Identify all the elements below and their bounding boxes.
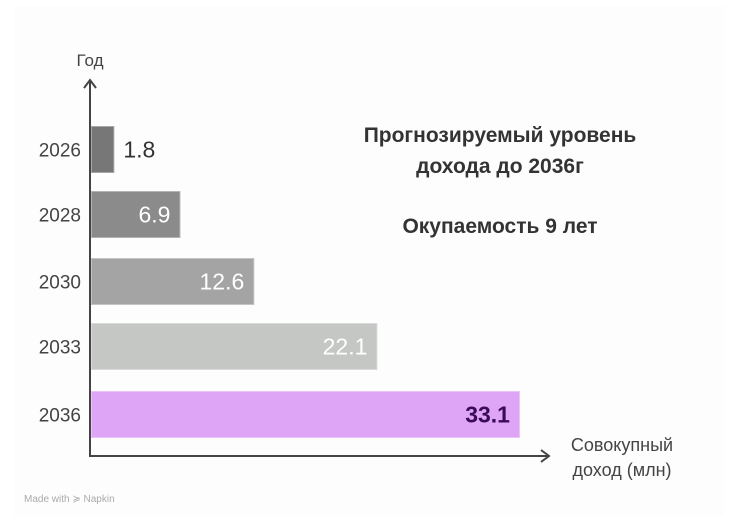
y-tick-label: 2033 — [39, 338, 81, 359]
chart-subtitle: Окупаемость 9 лет — [402, 215, 598, 238]
chart-title: Прогнозируемый уровень дохода до 2036г — [330, 120, 670, 182]
x-axis-label: доход (млн) — [572, 460, 671, 480]
x-axis-arrow-icon — [540, 449, 551, 463]
y-tick-label: 2036 — [39, 406, 81, 427]
chart-title-line-1: Прогнозируемый уровень — [363, 124, 637, 147]
data-label: 33.1 — [465, 402, 510, 428]
y-axis-arrow-icon — [83, 78, 97, 89]
bar-2026 — [90, 125, 116, 174]
data-label: 12.6 — [200, 269, 245, 295]
chart-title-line-2: дохода до 2036г — [416, 155, 584, 178]
napkin-watermark: Made with ≽ Napkin — [24, 494, 115, 505]
x-axis-label: Совокупный — [571, 435, 673, 455]
y-axis-label: Год — [76, 51, 103, 70]
y-tick-label: 2026 — [39, 141, 81, 162]
bar-2036 — [90, 390, 521, 439]
y-tick-label: 2028 — [39, 206, 81, 227]
bar-2033 — [90, 322, 379, 371]
y-tick-label: 2030 — [39, 273, 81, 294]
data-label: 22.1 — [323, 334, 368, 360]
data-label: 6.9 — [138, 202, 170, 228]
data-label: 1.8 — [123, 137, 155, 163]
bar-2028 — [90, 190, 182, 239]
bar-2030 — [90, 257, 256, 306]
